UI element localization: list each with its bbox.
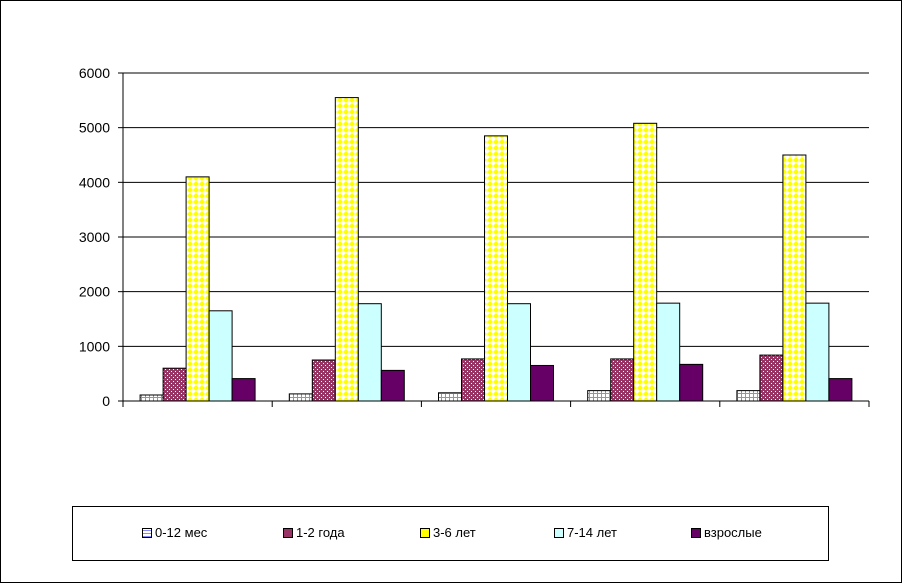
bar-1 (736, 390, 761, 402)
bar-3 (484, 135, 508, 402)
bar-1 (587, 390, 612, 402)
legend-item: 3-6 лет (420, 525, 476, 540)
legend: 0-12 мес 1-2 года 3-6 лет 7-14 лет взрослые (72, 506, 829, 561)
legend-item: 7-14 лет (554, 525, 617, 540)
bar-2 (461, 358, 485, 402)
y-tick-label: 6000 (79, 65, 110, 81)
legend-label: 0-12 мес (155, 525, 208, 540)
legend-label: 7-14 лет (567, 525, 617, 540)
legend-swatch (420, 527, 430, 538)
legend-item: 1-2 года (283, 525, 345, 540)
bar-5 (679, 363, 704, 402)
legend-item: взрослые (691, 525, 762, 540)
bar-2 (610, 358, 635, 402)
legend-swatch (283, 527, 293, 538)
y-tick-label: 1000 (79, 338, 110, 354)
bar-4 (507, 303, 531, 402)
y-tick-label: 4000 (79, 174, 110, 190)
y-tick-label: 0 (102, 393, 110, 409)
bar-3 (633, 122, 658, 402)
legend-label: 3-6 лет (433, 525, 476, 540)
bar-3 (334, 97, 359, 402)
bar-4 (208, 310, 233, 402)
bars (139, 97, 853, 402)
y-tick-label: 5000 (79, 120, 110, 136)
bar-5 (380, 369, 405, 402)
bar-5 (828, 378, 853, 402)
bar-2 (311, 359, 336, 402)
bar-3 (185, 176, 210, 402)
legend-swatch (554, 527, 564, 538)
legend-label: 1-2 года (296, 525, 345, 540)
bar-5 (231, 378, 256, 402)
bar-1 (288, 393, 313, 402)
bar-4 (656, 302, 681, 402)
bar-4 (805, 302, 830, 402)
legend-swatch (142, 527, 152, 538)
legend-item: 0-12 мес (142, 525, 207, 540)
y-tick-label: 3000 (79, 229, 110, 245)
legend-label: взрослые (704, 525, 762, 540)
legend-swatch (691, 527, 701, 538)
bar-4 (357, 303, 382, 402)
bar-2 (759, 354, 784, 402)
bar-5 (530, 364, 554, 402)
bar-1 (139, 394, 164, 402)
bar-3 (782, 154, 807, 402)
y-tick-label: 2000 (79, 284, 110, 300)
chart-plot: 0 1000 2000 3000 4000 5000 6000 (79, 65, 870, 409)
bar-1 (438, 392, 462, 402)
bar-2 (162, 367, 187, 402)
